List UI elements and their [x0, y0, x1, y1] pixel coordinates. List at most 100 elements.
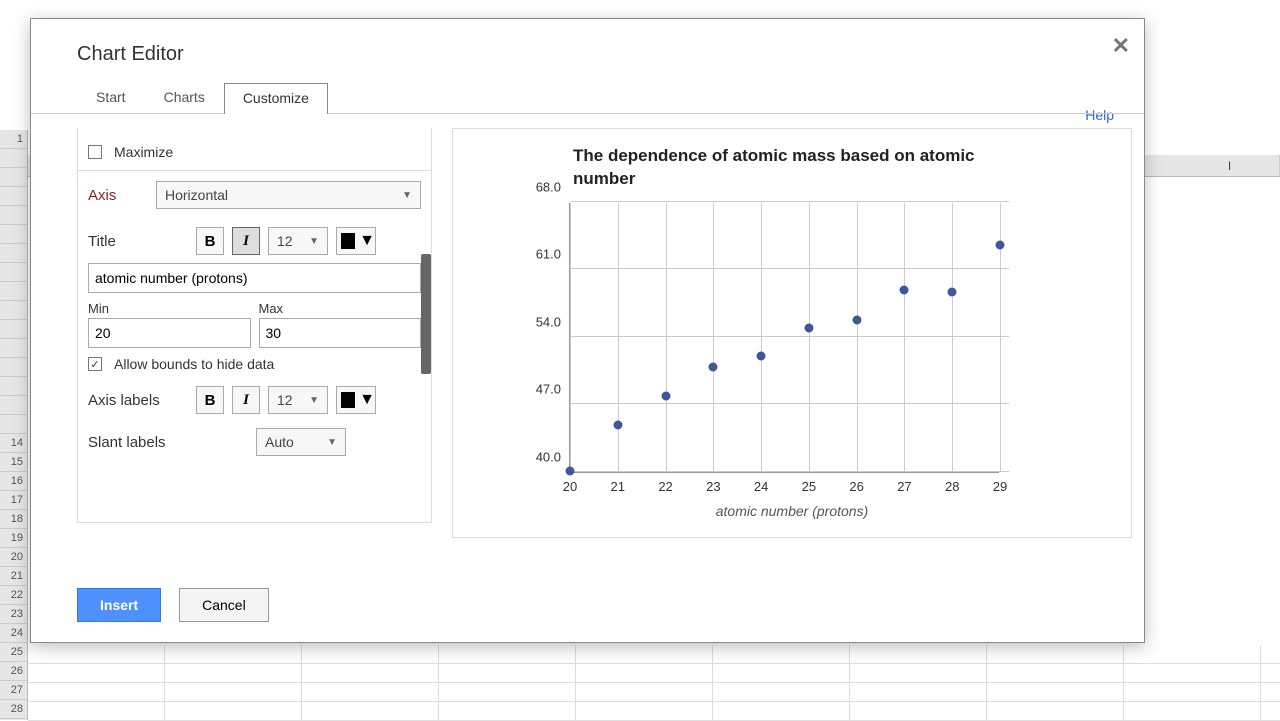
row-header[interactable] [0, 149, 27, 168]
dialog-title: Chart Editor [31, 19, 1144, 78]
chart-y-tick-label: 40.0 [536, 449, 561, 464]
chart-x-tick-label: 22 [658, 479, 672, 494]
chart-y-tick-label: 54.0 [536, 314, 561, 329]
chart-y-tick-label: 61.0 [536, 247, 561, 262]
chevron-down-icon: ▼ [309, 236, 319, 247]
chart-y-tick-label: 68.0 [536, 179, 561, 194]
chart-data-point [709, 362, 718, 371]
chart-x-axis-title: atomic number (protons) [453, 503, 1131, 519]
axislabels-bold-button[interactable]: B [196, 386, 224, 414]
customize-panel: Maximize Axis Horizontal ▼ Title B I 12 [77, 114, 432, 554]
axislabels-italic-button[interactable]: I [232, 386, 260, 414]
row-header[interactable]: 20 [0, 548, 27, 567]
close-icon[interactable]: ✕ [1112, 33, 1130, 59]
chart-x-tick-label: 24 [754, 479, 768, 494]
max-input[interactable] [259, 318, 422, 348]
tab-start[interactable]: Start [77, 82, 145, 113]
row-header[interactable]: 1 [0, 130, 27, 149]
chart-data-point [948, 287, 957, 296]
row-header[interactable] [0, 168, 27, 187]
chart-plot-area: 40.047.054.061.068.020212223242526272829 [569, 203, 999, 473]
chart-data-point [852, 315, 861, 324]
row-header[interactable]: 21 [0, 567, 27, 586]
slant-labels-select[interactable]: Auto ▼ [256, 428, 346, 456]
row-header[interactable]: 25 [0, 643, 27, 662]
allow-bounds-label[interactable]: Allow bounds to hide data [114, 356, 274, 372]
chevron-down-icon: ▼ [359, 391, 375, 409]
title-fontsize-select[interactable]: 12 ▼ [268, 227, 328, 255]
chart-preview: The dependence of atomic mass based on a… [452, 128, 1132, 538]
chart-x-tick-label: 26 [849, 479, 863, 494]
row-header[interactable] [0, 358, 27, 377]
row-header[interactable]: 18 [0, 510, 27, 529]
chart-data-point [661, 391, 670, 400]
chart-x-tick-label: 28 [945, 479, 959, 494]
row-header[interactable] [0, 320, 27, 339]
chart-x-tick-label: 29 [993, 479, 1007, 494]
insert-button[interactable]: Insert [77, 588, 161, 622]
color-swatch [341, 233, 355, 249]
row-header[interactable] [0, 415, 27, 434]
row-header[interactable]: 16 [0, 472, 27, 491]
chart-x-tick-label: 27 [897, 479, 911, 494]
row-header[interactable]: 17 [0, 491, 27, 510]
row-header[interactable]: 14 [0, 434, 27, 453]
max-label: Max [259, 301, 422, 316]
chart-title: The dependence of atomic mass based on a… [573, 145, 993, 191]
cancel-button[interactable]: Cancel [179, 588, 269, 622]
axis-title-input[interactable] [88, 263, 421, 293]
row-header[interactable]: 22 [0, 586, 27, 605]
row-header[interactable]: 28 [0, 700, 27, 719]
axis-select[interactable]: Horizontal ▼ [156, 181, 421, 209]
chart-preview-pane: The dependence of atomic mass based on a… [452, 114, 1144, 554]
row-header[interactable] [0, 396, 27, 415]
axis-label: Axis [88, 187, 148, 204]
color-swatch [341, 392, 355, 408]
row-header[interactable] [0, 244, 27, 263]
chart-data-point [757, 352, 766, 361]
chart-data-point [996, 241, 1005, 250]
row-header[interactable] [0, 206, 27, 225]
chart-x-tick-label: 21 [611, 479, 625, 494]
allow-bounds-checkbox[interactable] [88, 357, 102, 371]
row-header[interactable] [0, 225, 27, 244]
row-header[interactable] [0, 339, 27, 358]
row-header[interactable]: 27 [0, 681, 27, 700]
maximize-checkbox[interactable] [88, 145, 102, 159]
row-header[interactable] [0, 263, 27, 282]
title-bold-button[interactable]: B [196, 227, 224, 255]
chevron-down-icon: ▼ [327, 437, 337, 448]
axislabels-color-button[interactable]: ▼ [336, 386, 376, 414]
maximize-label[interactable]: Maximize [114, 144, 173, 160]
row-header[interactable] [0, 187, 27, 206]
chart-data-point [804, 324, 813, 333]
slant-labels-label: Slant labels [88, 434, 248, 451]
row-header[interactable]: 19 [0, 529, 27, 548]
tab-charts[interactable]: Charts [145, 82, 224, 113]
title-italic-button[interactable]: I [232, 227, 260, 255]
scrollbar-thumb[interactable] [421, 254, 431, 374]
row-header[interactable]: 26 [0, 662, 27, 681]
chevron-down-icon: ▼ [402, 190, 412, 201]
row-header[interactable] [0, 282, 27, 301]
title-color-button[interactable]: ▼ [336, 227, 376, 255]
chart-y-tick-label: 47.0 [536, 382, 561, 397]
row-header[interactable]: 15 [0, 453, 27, 472]
chart-data-point [613, 420, 622, 429]
row-header[interactable] [0, 377, 27, 396]
tab-customize[interactable]: Customize [224, 83, 328, 114]
row-header[interactable] [0, 301, 27, 320]
row-header[interactable]: 24 [0, 624, 27, 643]
axis-labels-section-label: Axis labels [88, 392, 188, 409]
row-headers: 1 141516171819202122232425262728 [0, 130, 28, 720]
chart-x-tick-label: 20 [563, 479, 577, 494]
chart-data-point [566, 466, 575, 475]
slant-labels-value: Auto [265, 434, 294, 450]
min-input[interactable] [88, 318, 251, 348]
row-header[interactable]: 23 [0, 605, 27, 624]
chart-editor-dialog: ✕ Chart Editor Help Start Charts Customi… [30, 18, 1145, 643]
axislabels-fontsize-select[interactable]: 12 ▼ [268, 386, 328, 414]
chart-x-tick-label: 25 [802, 479, 816, 494]
title-section-label: Title [88, 233, 188, 250]
tabs: Start Charts Customize [31, 82, 1144, 114]
